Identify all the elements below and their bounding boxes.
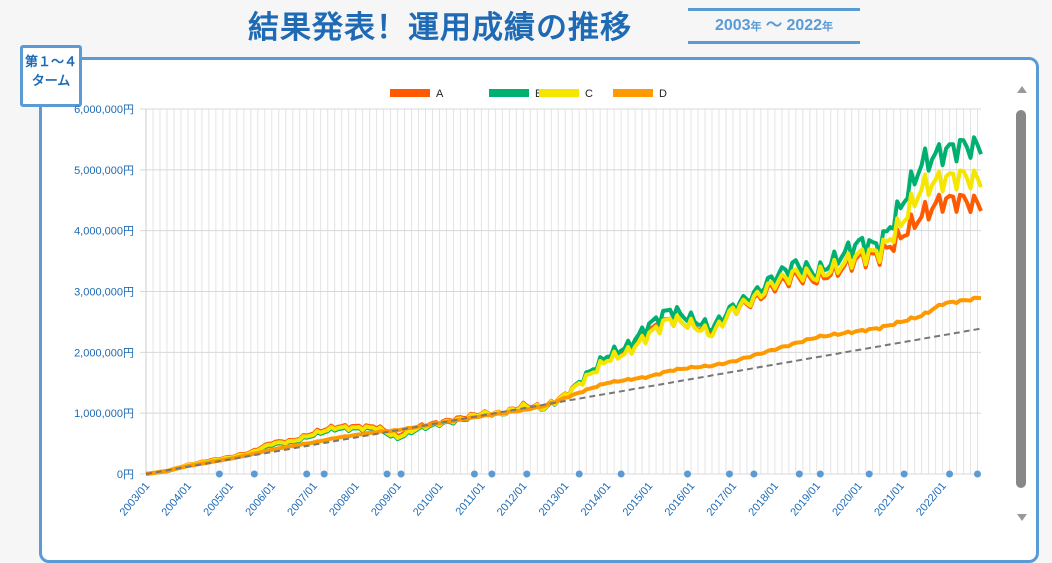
series-line-d (145, 295, 982, 476)
x-tick-label: 2009/01 (369, 480, 404, 518)
scrollbar-thumb[interactable] (1016, 110, 1026, 488)
event-marker (816, 470, 824, 478)
y-tick-label: 3,000,000円 (74, 287, 134, 299)
event-marker (575, 470, 583, 478)
term-tag: 第１～４ ターム (20, 45, 82, 107)
y-tick-label: 0円 (117, 469, 134, 481)
legend-swatch-c (539, 89, 579, 97)
y-tick-label: 6,000,000円 (74, 104, 134, 116)
event-marker (725, 470, 733, 478)
date-range-badge: 2003年 ～ 2022年 (688, 8, 860, 44)
event-marker (684, 470, 692, 478)
x-tick-label: 2013/01 (537, 480, 572, 518)
event-marker (488, 470, 496, 478)
term-tag-line2: ターム (31, 73, 71, 88)
x-tick-label: 2008/01 (327, 480, 362, 518)
event-marker (750, 470, 758, 478)
x-tick-label: 2020/01 (830, 480, 865, 518)
x-tick-label: 2011/01 (453, 480, 487, 518)
year-suffix-1: 年 (750, 21, 762, 33)
series-line-b (145, 135, 983, 476)
scroll-down-arrow[interactable] (1017, 514, 1027, 521)
legend-label-a: A (436, 88, 444, 100)
event-marker (946, 470, 954, 478)
event-marker (523, 470, 531, 478)
event-marker (470, 470, 478, 478)
legend-swatch-a (390, 89, 430, 97)
year-suffix-2: 年 (822, 21, 834, 33)
x-tick-label: 2007/01 (285, 480, 320, 518)
legend-label-b: B (535, 88, 542, 100)
legend-swatch-b (489, 89, 529, 97)
legend-swatch-d (613, 89, 653, 97)
legend-label-d: D (659, 88, 667, 100)
x-tick-label: 2017/01 (704, 480, 739, 518)
event-marker (250, 470, 258, 478)
x-tick-label: 2010/01 (411, 480, 446, 518)
event-marker (795, 470, 803, 478)
y-tick-label: 5,000,000円 (74, 165, 134, 177)
x-tick-label: 2014/01 (579, 480, 614, 518)
event-marker (865, 470, 873, 478)
series-line-principal (145, 327, 982, 475)
x-tick-label: 2022/01 (914, 480, 949, 518)
line-chart: 0円 1,000,000円 2,000,000円 3,000,000円 4,000,00… (74, 88, 983, 518)
x-tick-label: 2016/01 (663, 480, 698, 518)
event-marker (320, 470, 328, 478)
x-tick-label: 2004/01 (159, 480, 194, 518)
x-tick-label: 2021/01 (872, 480, 907, 518)
range-start: 2003 (714, 17, 751, 34)
event-marker (397, 470, 405, 478)
legend-label-c: C (585, 88, 593, 100)
x-tick-label: 2015/01 (621, 480, 656, 518)
x-tick-label: 2003/01 (118, 480, 153, 518)
x-tick-label: 2005/01 (201, 480, 236, 518)
x-tick-label: 2019/01 (788, 480, 823, 518)
x-tick-label: 2006/01 (243, 480, 278, 518)
x-tick-label: 2018/01 (746, 480, 781, 518)
event-marker (303, 470, 311, 478)
series-line-c (145, 168, 983, 476)
event-marker (974, 470, 982, 478)
range-end: 2022 (786, 17, 823, 34)
range-separator: ～ (761, 17, 787, 34)
y-tick-label: 2,000,000円 (74, 347, 134, 359)
y-tick-label: 4,000,000円 (74, 226, 134, 238)
event-marker (215, 470, 223, 478)
y-tick-label: 1,000,000円 (74, 408, 134, 420)
term-tag-line1: 第１～４ (24, 54, 77, 69)
scroll-up-arrow[interactable] (1017, 86, 1027, 93)
event-marker (383, 470, 391, 478)
page-title: 結果発表！運用成績の推移 (248, 10, 632, 45)
x-tick-label: 2012/01 (495, 480, 530, 518)
event-marker (617, 470, 625, 478)
series-line-a (145, 192, 983, 476)
event-marker (900, 470, 908, 478)
